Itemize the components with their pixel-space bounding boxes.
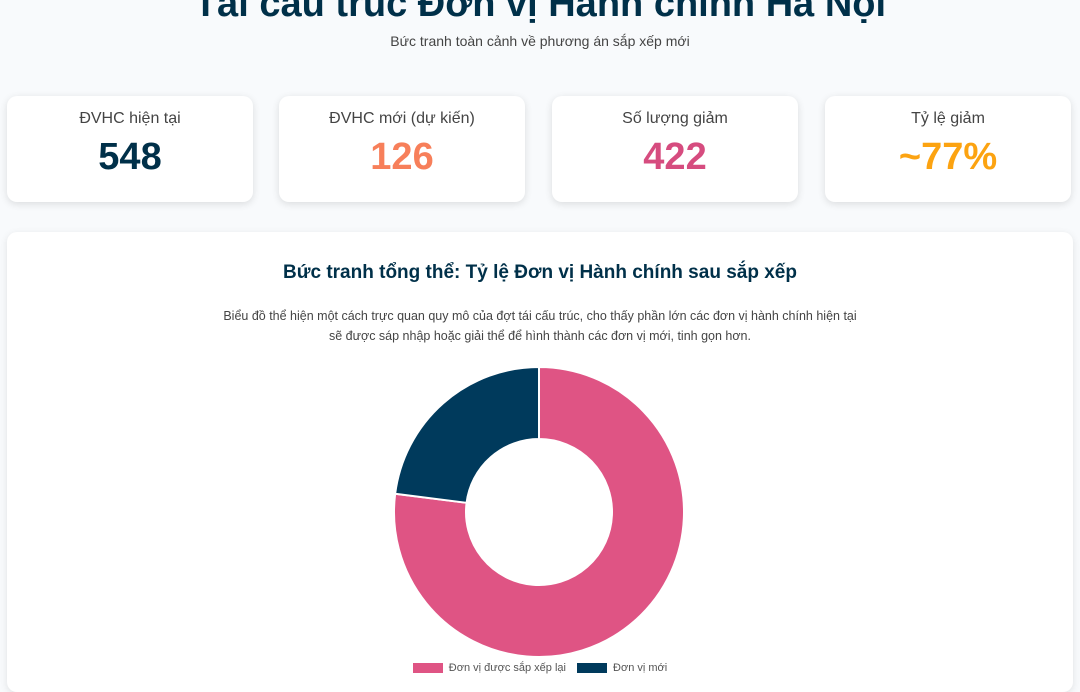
legend-swatch	[577, 663, 608, 674]
chart-legend: Đơn vị được sắp xếp lại Đơn vị mới	[7, 662, 1073, 674]
stat-label: ĐVHC hiện tại	[79, 110, 181, 127]
chart-title: Bức tranh tổng thể: Tỷ lệ Đơn vị Hành ch…	[283, 262, 797, 283]
stat-card-rate: Tỷ lệ giảm ~77%	[825, 96, 1071, 202]
legend-item-rearranged[interactable]: Đơn vị được sắp xếp lại	[412, 662, 566, 674]
legend-label: Đơn vị được sắp xếp lại	[448, 662, 566, 674]
legend-item-new[interactable]: Đơn vị mới	[577, 662, 667, 674]
chart-description: Biểu đồ thể hiện một cách trực quan quy …	[223, 309, 857, 343]
page-subtitle: Bức tranh toàn cảnh về phương án sắp xếp…	[390, 33, 690, 49]
slice-rearranged[interactable]	[393, 365, 685, 658]
stat-label: ĐVHC mới (dự kiến)	[329, 110, 475, 127]
stat-label: Số lượng giảm	[622, 110, 728, 127]
stats-row: ĐVHC hiện tại 548 ĐVHC mới (dự kiến) 126…	[7, 96, 1073, 202]
chart-card: Bức tranh tổng thể: Tỷ lệ Đơn vị Hành ch…	[7, 232, 1073, 692]
stat-label: Tỷ lệ giảm	[911, 110, 985, 127]
stat-value: ~77%	[898, 136, 998, 178]
legend-label: Đơn vị mới	[613, 662, 668, 674]
page-title: Tái cấu trúc Đơn vị Hành chính Hà Nội	[193, 0, 887, 25]
stat-value: 422	[643, 136, 707, 178]
stat-card-reduced: Số lượng giảm 422	[552, 96, 798, 202]
stat-value: 548	[98, 136, 162, 178]
legend-swatch	[412, 663, 443, 674]
slice-new[interactable]	[394, 365, 540, 504]
donut-chart	[393, 365, 685, 658]
stat-value: 126	[370, 136, 434, 178]
stat-card-current: ĐVHC hiện tại 548	[7, 96, 253, 202]
stat-card-new: ĐVHC mới (dự kiến) 126	[279, 96, 525, 202]
